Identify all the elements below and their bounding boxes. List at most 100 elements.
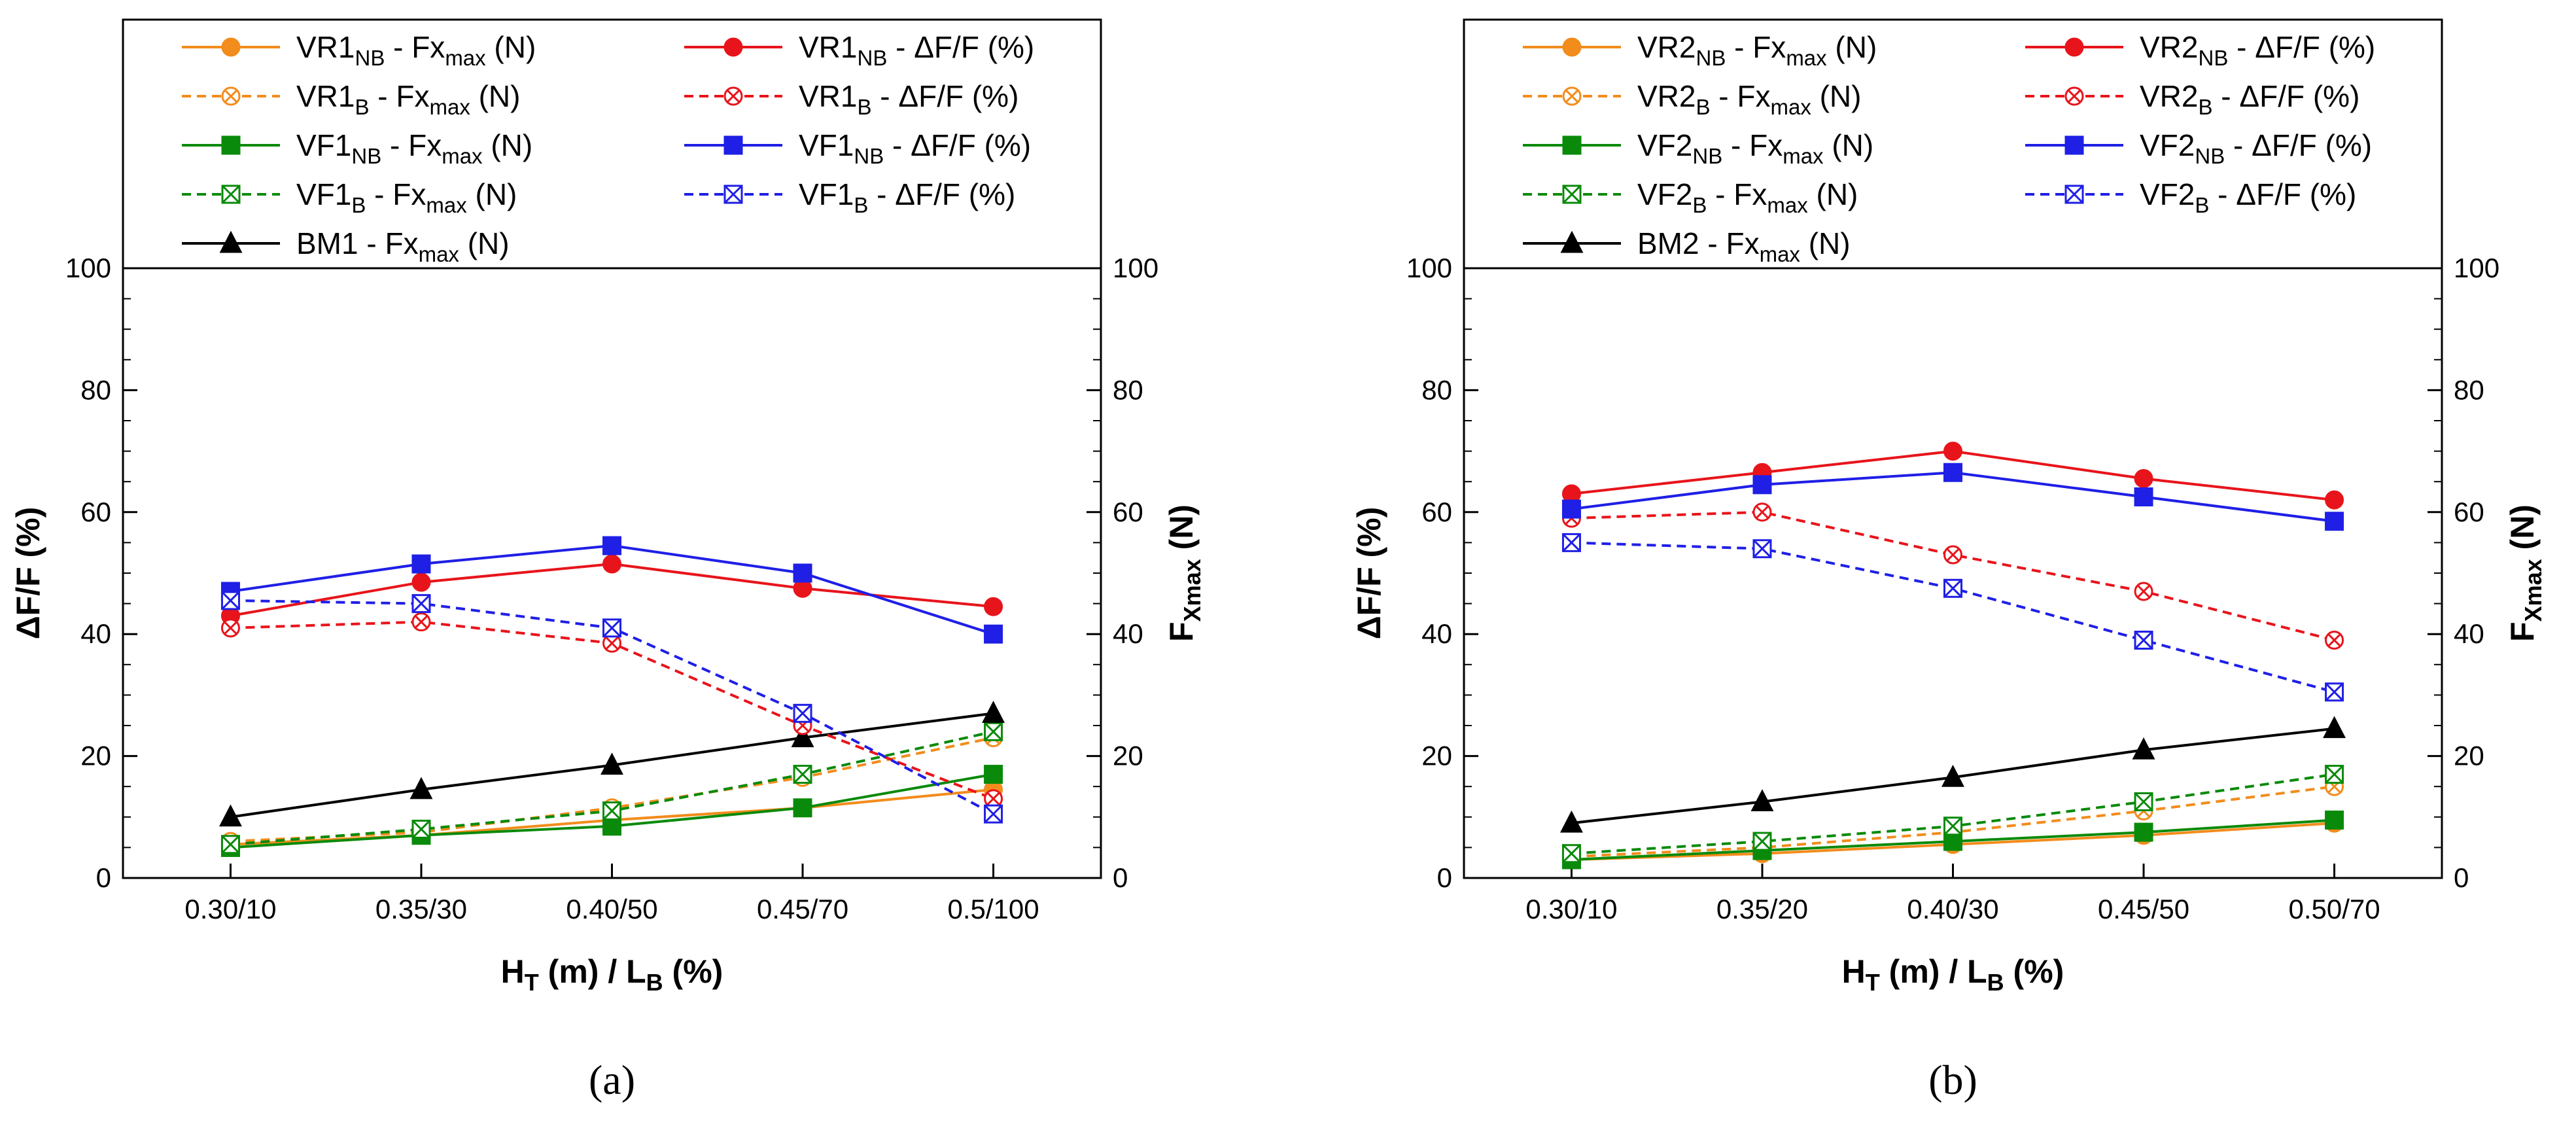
legend-marker-icon-cross-b (1562, 184, 1582, 204)
legend-marker-icon-cross-b (726, 89, 740, 103)
data-point (1752, 539, 1772, 559)
y-left-tick-label: 0 (96, 862, 111, 893)
legend: VR1NB - Fxmax (N) VR1B - Fxmax (N) VF1NB -… (182, 30, 1034, 266)
data-point (984, 804, 1003, 824)
x-tick-label: 0.40/50 (566, 894, 657, 924)
legend-marker-icon-cross-b (2067, 89, 2081, 103)
data-point (602, 801, 621, 820)
data-point (2325, 631, 2344, 650)
legend-label: VR1B - Fxmax (N) (296, 79, 520, 119)
data-point (1943, 442, 1962, 461)
data-point (1752, 832, 1772, 851)
y-axis-title-right: FXmax (N) (2504, 504, 2547, 642)
data-point (1943, 463, 1962, 482)
data-point-cross-b (602, 618, 621, 637)
data-point (409, 777, 433, 799)
legend-label: VF2NB - ΔF/F (%) (2140, 128, 2372, 168)
data-point-cross-b (1752, 832, 1772, 851)
data-point (1941, 764, 1964, 787)
data-point (220, 835, 240, 854)
data-point-cross-b (2136, 584, 2151, 599)
data-point (220, 591, 240, 610)
x-tick-label: 0.50/70 (2288, 894, 2380, 924)
y-left-tick-label: 0 (1437, 862, 1452, 893)
y-left-tick-label: 40 (80, 618, 111, 649)
y-axis-title-right: FXmax (N) (1163, 504, 1206, 642)
y-right-tick-label: 60 (1113, 497, 1143, 527)
legend-marker-icon (221, 135, 241, 155)
data-point-cross-b (221, 591, 240, 610)
data-point-cross-b (2134, 631, 2153, 650)
data-point (218, 804, 242, 827)
data-point (2323, 716, 2346, 739)
data-point (1943, 816, 1962, 836)
data-point (791, 725, 814, 748)
series-line (1571, 541, 2335, 693)
data-point (602, 816, 621, 836)
legend-marker-icon-cross-b (221, 184, 241, 204)
legend-label: BM2 - Fxmax (N) (1637, 226, 1851, 266)
series-vr1-nb-dff (220, 554, 1003, 625)
data-point (411, 554, 431, 574)
legend-marker-icon (221, 184, 241, 204)
data-point-cross-b (2134, 792, 2153, 811)
legend-marker-icon (2064, 37, 2084, 57)
series-vf1-b-dff (220, 591, 1003, 824)
data-point (602, 618, 621, 638)
data-point-cross-b (986, 792, 1000, 806)
data-point-cross-b (1562, 844, 1581, 863)
legend-entry: VR2B - Fxmax (N) (1523, 79, 1861, 119)
legend-label: VF1B - Fxmax (N) (296, 177, 517, 217)
data-point-cross-b (411, 594, 431, 613)
y-left-tick-label: 100 (65, 253, 111, 283)
y-left-tick-label: 100 (1406, 253, 1452, 283)
series-bm2-fxmax (1559, 716, 2346, 833)
data-point (2134, 792, 2153, 811)
data-point-cross-b (224, 621, 237, 635)
data-point-cross-b (2327, 633, 2341, 647)
y-right-tick-label: 20 (2454, 741, 2484, 771)
chart-panel-b: VR2NB - Fxmax (N) VR2B - Fxmax (N) VF2NB -… (1351, 18, 2547, 1103)
x-tick-label: 0.45/50 (2098, 894, 2189, 924)
y-left-tick-label: 20 (1421, 741, 1452, 771)
legend-marker-icon (723, 37, 743, 57)
legend-entry: BM2 - Fxmax (N) (1523, 226, 1851, 266)
series-vf2-b-fxmax (1561, 765, 2344, 864)
x-axis-title: HT (m) / LB (%) (501, 953, 723, 996)
data-point (1752, 475, 1772, 495)
legend-label: VR2NB - Fxmax (N) (1637, 30, 1877, 70)
legend: VR2NB - Fxmax (N) VR2B - Fxmax (N) VF2NB -… (1523, 30, 2375, 266)
legend-marker-icon-cross-b (723, 184, 743, 204)
data-point (793, 563, 812, 583)
data-point (602, 554, 621, 574)
data-point-cross-b (1752, 539, 1772, 558)
data-point-cross-b (2325, 682, 2344, 701)
data-point (1561, 844, 1581, 864)
legend-marker-icon (2064, 86, 2084, 106)
data-point-cross-b (1943, 579, 1962, 598)
data-point (1559, 810, 1583, 833)
data-point (793, 798, 812, 818)
legend-marker-icon-cross-b (1565, 89, 1579, 103)
data-point (1943, 545, 1962, 565)
y-left-tick-label: 60 (1421, 497, 1452, 527)
x-tick-label: 0.5/100 (947, 894, 1039, 924)
data-point (1750, 789, 1774, 811)
data-point (2134, 582, 2153, 601)
legend-marker-icon (1562, 86, 1582, 106)
data-point-cross-b (1943, 816, 1962, 835)
legend-entry: VR2NB - ΔF/F (%) (2025, 30, 2375, 70)
legend-label: VR1NB - ΔF/F (%) (799, 30, 1034, 70)
data-point-cross-b (221, 835, 240, 854)
legend-entry: VR2NB - Fxmax (N) (1523, 30, 1877, 70)
legend-entry: VF1NB - ΔF/F (%) (684, 128, 1031, 168)
data-point (1561, 533, 1581, 552)
y-right-tick-label: 80 (1113, 374, 1143, 405)
data-point-cross-b (414, 615, 428, 629)
y-left-tick-label: 40 (1421, 618, 1452, 649)
series-line (1571, 510, 2335, 642)
legend-label: VR1NB - Fxmax (N) (296, 30, 536, 70)
chart-panel-a: VR1NB - Fxmax (N) VR1B - Fxmax (N) VF1NB -… (10, 18, 1206, 1103)
data-point (982, 701, 1005, 723)
legend-label: VF2NB - Fxmax (N) (1637, 128, 1873, 168)
